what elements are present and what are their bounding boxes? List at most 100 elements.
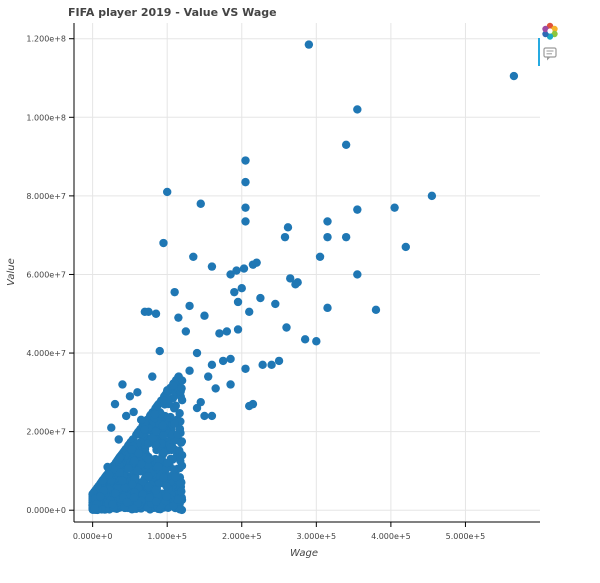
data-point [144, 472, 153, 481]
data-point [401, 242, 410, 252]
data-point [215, 329, 224, 338]
data-point [341, 232, 351, 242]
data-point [170, 287, 179, 297]
data-point [233, 325, 243, 334]
data-point [211, 384, 220, 393]
data-point [103, 462, 112, 472]
data-point [129, 504, 138, 514]
data-point [353, 205, 362, 214]
data-point [163, 187, 172, 197]
data-point [134, 449, 143, 458]
data-point [144, 439, 153, 448]
data-point [241, 217, 250, 226]
data-point [258, 360, 267, 370]
data-point [282, 323, 291, 332]
x-tick-label: 4.000e+5 [371, 532, 411, 541]
data-point [140, 425, 150, 434]
data-point [155, 346, 164, 356]
data-point [267, 360, 276, 370]
y-tick-label: 1.200e+8 [26, 35, 66, 44]
data-point [158, 421, 168, 430]
data-point [181, 327, 191, 336]
data-point [115, 453, 124, 462]
data-point [130, 456, 139, 466]
data-point [163, 386, 172, 395]
data-point [312, 337, 321, 346]
data-point [174, 313, 183, 322]
data-point [148, 372, 157, 381]
data-point [144, 454, 153, 464]
data-point [129, 407, 138, 417]
data-point [232, 266, 241, 275]
data-point [196, 199, 205, 208]
y-tick-label: 1.000e+8 [26, 113, 66, 122]
data-point [226, 354, 235, 364]
y-tick-label: 0.000e+0 [26, 506, 66, 515]
data-point [218, 356, 228, 366]
data-point [241, 364, 250, 373]
data-points [88, 40, 519, 515]
x-tick-label: 1.000e+5 [147, 532, 187, 541]
data-point [121, 411, 131, 421]
data-point [134, 429, 144, 439]
data-point [177, 395, 187, 405]
data-point [323, 303, 332, 313]
data-point [159, 473, 168, 482]
data-point [300, 335, 310, 344]
chart-title: FIFA player 2019 - Value VS Wage [68, 6, 277, 19]
hover-tool-icon[interactable] [543, 47, 557, 61]
y-tick-label: 4.000e+7 [26, 349, 66, 358]
data-point [166, 443, 176, 452]
data-point [115, 468, 124, 478]
data-point [145, 493, 154, 502]
y-axis-label: Value [6, 258, 17, 286]
data-point [280, 232, 290, 242]
data-point [185, 301, 194, 311]
data-point [151, 440, 161, 449]
bokeh-logo-icon[interactable] [542, 22, 558, 40]
data-point [169, 465, 179, 474]
data-point [133, 388, 142, 397]
data-point [283, 223, 293, 232]
data-point [162, 492, 172, 501]
data-point [176, 478, 185, 488]
data-point [152, 497, 161, 506]
data-point [155, 455, 164, 464]
x-tick-label: 3.000e+5 [297, 532, 337, 541]
data-point [114, 435, 123, 444]
data-point [138, 477, 148, 486]
data-point [173, 495, 182, 505]
data-point [245, 307, 254, 316]
data-point [118, 380, 127, 389]
y-tick-label: 6.000e+7 [26, 270, 66, 279]
data-point [177, 376, 187, 385]
data-point [291, 280, 300, 289]
data-point [245, 401, 254, 411]
data-point [120, 483, 130, 492]
data-point [133, 466, 142, 476]
data-point [207, 411, 217, 421]
data-point [226, 270, 235, 279]
data-point [151, 309, 161, 318]
data-point [341, 140, 351, 150]
data-point [427, 191, 437, 201]
data-point [230, 287, 239, 297]
y-tick-label: 8.000e+7 [26, 192, 66, 201]
data-point [207, 262, 217, 271]
x-axis-label: Wage [290, 548, 318, 559]
data-point [176, 438, 186, 447]
data-point [168, 381, 178, 390]
data-point [163, 458, 172, 468]
data-point [159, 431, 168, 440]
data-point [233, 297, 243, 307]
data-point [256, 293, 265, 303]
data-point [159, 238, 168, 248]
data-point [226, 380, 235, 389]
data-point [122, 498, 132, 507]
data-point [177, 487, 186, 496]
data-point [98, 476, 108, 485]
data-point [104, 470, 114, 480]
data-point [127, 445, 137, 454]
